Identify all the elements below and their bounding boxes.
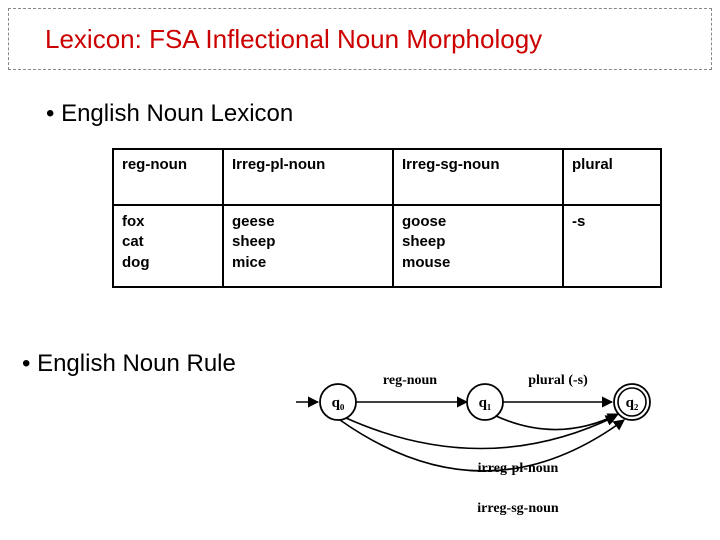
fsa-edge-label: plural (-s) [528, 373, 588, 388]
fsa-node-label: q₁ [479, 395, 492, 411]
fsa-node-label: q₀ [332, 395, 345, 411]
bullet-lexicon: • English Noun Lexicon [46, 100, 293, 128]
col-header: Irreg-pl-noun [223, 149, 393, 205]
table-cell: foxcatdog [113, 205, 223, 287]
table-header-row: reg-noun Irreg-pl-noun Irreg-sg-noun plu… [113, 149, 661, 205]
table-cell: -s [563, 205, 661, 287]
fsa-node-label: q₂ [626, 395, 639, 411]
table-row: foxcatdog geesesheepmice goosesheepmouse… [113, 205, 661, 287]
table-cell: goosesheepmouse [393, 205, 563, 287]
col-header: reg-noun [113, 149, 223, 205]
fsa-edge-label: irreg-sg-noun [477, 501, 559, 516]
col-header: Irreg-sg-noun [393, 149, 563, 205]
fsa-edge [346, 416, 616, 449]
slide-title: Lexicon: FSA Inflectional Noun Morpholog… [45, 24, 542, 55]
lexicon-table: reg-noun Irreg-pl-noun Irreg-sg-noun plu… [112, 148, 660, 288]
table-cell: geesesheepmice [223, 205, 393, 287]
fsa-edge-label: reg-noun [383, 373, 437, 388]
fsa-diagram: q₀ q₁ q₂ reg-noun plural (-s) irreg-pl-noun i… [290, 312, 700, 522]
col-header: plural [563, 149, 661, 205]
fsa-edge-label: irreg-pl-noun [478, 461, 559, 476]
fsa-edge [496, 414, 618, 430]
title-box: Lexicon: FSA Inflectional Noun Morpholog… [8, 8, 712, 70]
bullet-rule: • English Noun Rule [22, 350, 236, 378]
